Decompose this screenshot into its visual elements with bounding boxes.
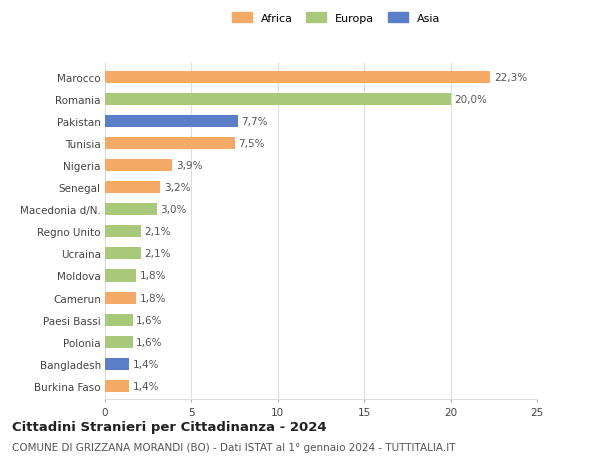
Text: COMUNE DI GRIZZANA MORANDI (BO) - Dati ISTAT al 1° gennaio 2024 - TUTTITALIA.IT: COMUNE DI GRIZZANA MORANDI (BO) - Dati I… xyxy=(12,442,455,452)
Text: 22,3%: 22,3% xyxy=(494,73,527,83)
Text: 1,8%: 1,8% xyxy=(140,293,166,303)
Text: 2,1%: 2,1% xyxy=(145,249,171,259)
Bar xyxy=(105,270,136,282)
Text: 1,8%: 1,8% xyxy=(140,271,166,281)
Bar xyxy=(105,248,141,260)
Bar xyxy=(105,138,235,150)
Bar xyxy=(105,226,141,238)
Bar xyxy=(105,292,136,304)
Text: 1,6%: 1,6% xyxy=(136,337,163,347)
Text: 3,0%: 3,0% xyxy=(160,205,187,215)
Bar xyxy=(105,314,133,326)
Bar xyxy=(105,116,238,128)
Bar xyxy=(105,182,160,194)
Text: 20,0%: 20,0% xyxy=(454,95,487,105)
Text: Cittadini Stranieri per Cittadinanza - 2024: Cittadini Stranieri per Cittadinanza - 2… xyxy=(12,420,326,433)
Text: 2,1%: 2,1% xyxy=(145,227,171,237)
Text: 3,9%: 3,9% xyxy=(176,161,202,171)
Bar xyxy=(105,94,451,106)
Bar xyxy=(105,160,172,172)
Bar xyxy=(105,336,133,348)
Text: 7,5%: 7,5% xyxy=(238,139,265,149)
Bar xyxy=(105,358,129,370)
Bar xyxy=(105,72,490,84)
Text: 3,2%: 3,2% xyxy=(164,183,190,193)
Legend: Africa, Europa, Asia: Africa, Europa, Asia xyxy=(229,10,443,28)
Bar xyxy=(105,204,157,216)
Bar xyxy=(105,380,129,392)
Text: 1,6%: 1,6% xyxy=(136,315,163,325)
Text: 7,7%: 7,7% xyxy=(242,117,268,127)
Text: 1,4%: 1,4% xyxy=(133,359,159,369)
Text: 1,4%: 1,4% xyxy=(133,381,159,391)
